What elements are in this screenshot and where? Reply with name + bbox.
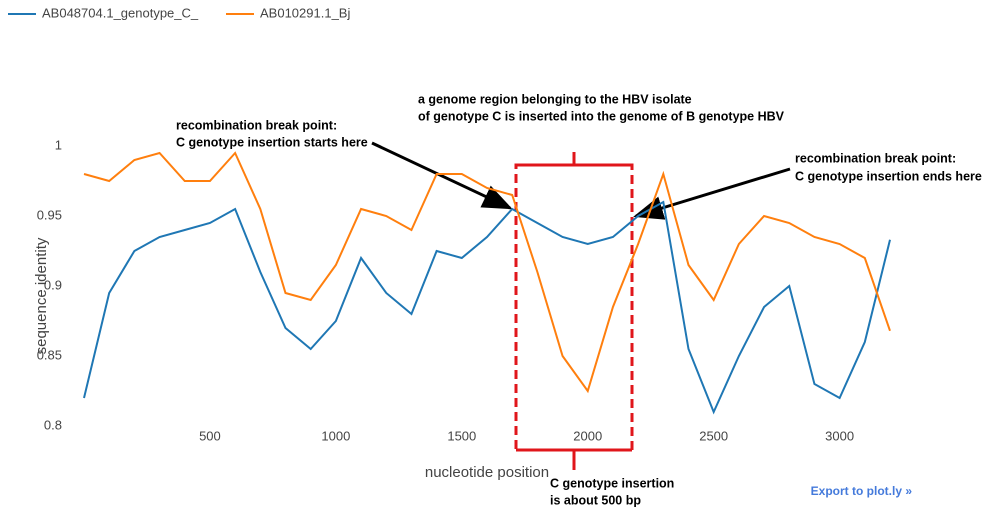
y-tick-label: 0.9 [44, 277, 62, 292]
y-tick-label: 0.8 [44, 417, 62, 432]
annotation: recombination break point: [176, 118, 337, 132]
x-tick-label: 3000 [825, 428, 854, 443]
arrow [633, 167, 791, 220]
series-line [83, 151, 891, 394]
legend-label: AB048704.1_genotype_C_ [42, 5, 199, 20]
series-line [83, 200, 891, 415]
annotation: a genome region belonging to the HBV iso… [418, 92, 692, 106]
x-tick-label: 1500 [447, 428, 476, 443]
annotation: of genotype C is inserted into the genom… [418, 109, 785, 123]
x-axis-label: nucleotide position [425, 464, 549, 481]
annotation: is about 500 bp [550, 493, 641, 507]
y-tick-label: 0.85 [37, 347, 62, 362]
annotation: C genotype insertion starts here [176, 135, 368, 149]
legend-label: AB010291.1_Bj [260, 5, 350, 20]
annotation: recombination break point: [795, 151, 956, 165]
x-tick-label: 2000 [573, 428, 602, 443]
annotation: C genotype insertion [550, 476, 674, 490]
y-axis-label: sequence identity [33, 237, 50, 354]
annotation: C genotype insertion ends here [795, 169, 982, 183]
y-tick-label: 0.95 [37, 207, 62, 222]
export-link[interactable]: Export to plot.ly » [811, 484, 913, 498]
y-tick-label: 1 [55, 137, 62, 152]
insertion-box [514, 152, 634, 470]
x-tick-label: 500 [199, 428, 221, 443]
arrow [371, 141, 513, 210]
x-tick-label: 2500 [699, 428, 728, 443]
x-tick-label: 1000 [321, 428, 350, 443]
